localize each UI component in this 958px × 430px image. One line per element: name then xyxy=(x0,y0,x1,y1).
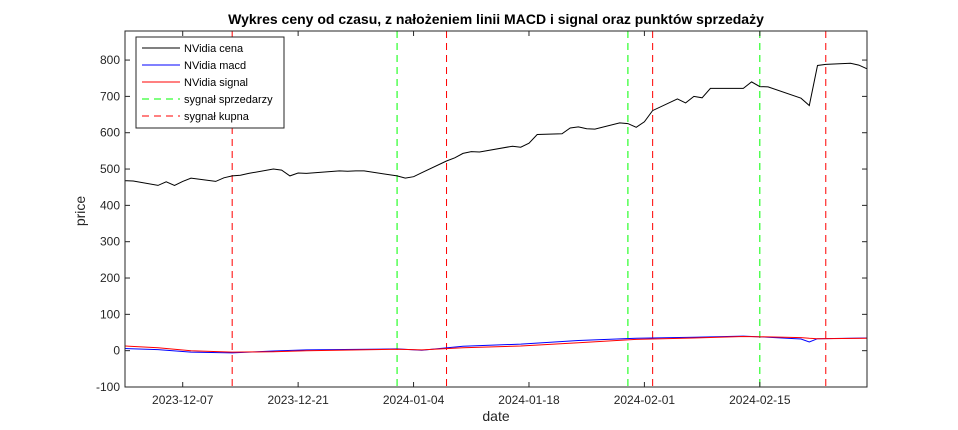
x-tick-label: 2023-12-21 xyxy=(267,393,329,407)
y-tick-label: 0 xyxy=(113,344,120,358)
chart-title: Wykres ceny od czasu, z nałożeniem linii… xyxy=(228,11,764,27)
legend-entry-label: NVidia macd xyxy=(184,60,246,72)
y-tick-label: -100 xyxy=(96,380,120,394)
y-tick-label: 400 xyxy=(100,198,120,212)
x-tick-label: 2024-01-04 xyxy=(383,393,445,407)
y-tick-label: 700 xyxy=(100,89,120,103)
y-axis-label: price xyxy=(72,196,88,227)
price-line xyxy=(124,62,868,186)
y-tick-label: 500 xyxy=(100,162,120,176)
y-tick-label: 800 xyxy=(100,53,120,67)
legend-entry-label: NVidia signal xyxy=(184,77,248,89)
x-tick-label: 2023-12-07 xyxy=(152,393,214,407)
x-tick-label: 2024-02-15 xyxy=(729,393,791,407)
legend-entry-label: sygnał sprzedarzy xyxy=(184,94,273,106)
axes-box xyxy=(124,30,868,388)
x-tick-label: 2024-02-01 xyxy=(614,393,676,407)
legend-entry-label: NVidia cena xyxy=(184,43,244,55)
y-tick-label: 600 xyxy=(100,126,120,140)
legend-entry-label: sygnał kupna xyxy=(184,111,250,123)
x-tick-label: 2024-01-18 xyxy=(498,393,560,407)
x-axis-label: date xyxy=(482,408,509,424)
y-tick-label: 100 xyxy=(100,307,120,321)
y-tick-label: 200 xyxy=(100,271,120,285)
y-tick-label: 300 xyxy=(100,235,120,249)
macd-line xyxy=(124,335,868,354)
signal-line xyxy=(124,335,868,353)
